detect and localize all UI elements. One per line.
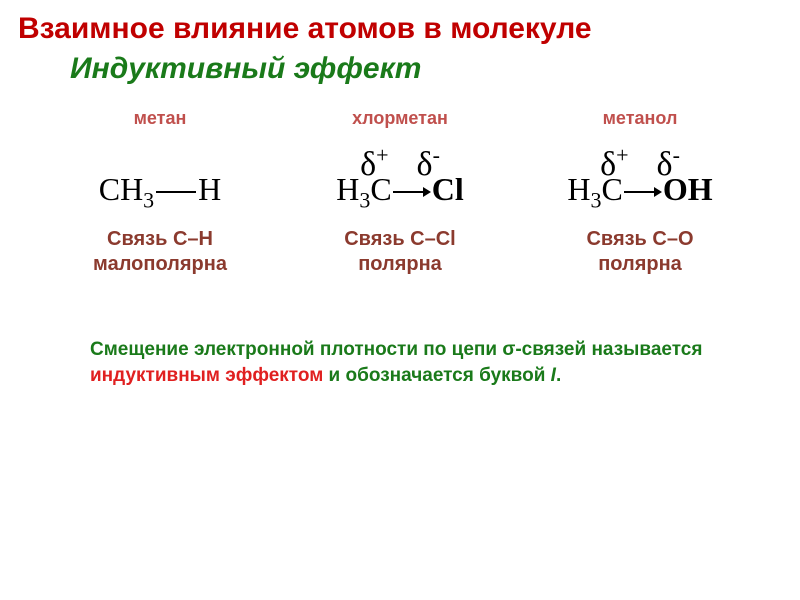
molecule-labels-row: метан хлорметан метанол xyxy=(0,86,800,129)
formula-methanol: δ+δ- H3COH xyxy=(540,139,740,219)
formula-chloromethane: δ+δ- H3CCl xyxy=(300,139,500,219)
formula-methane: CH3 H xyxy=(60,139,260,219)
def-part1: Смещение электронной плотности по цепи σ… xyxy=(90,339,702,360)
formula-text-chloromethane: H3C Cl xyxy=(300,171,500,213)
sub3: 3 xyxy=(143,187,154,212)
arrow-icon xyxy=(624,185,662,199)
bond-desc-ccl: Связь С–Clполярна xyxy=(300,227,500,277)
ch-text: CH xyxy=(99,171,143,207)
h-text: H xyxy=(198,171,221,207)
sub3: 3 xyxy=(590,187,601,212)
h-text: H xyxy=(336,171,359,207)
formula-text-methane: CH3 H xyxy=(60,171,260,213)
formula-text-methanol: H3C OH xyxy=(540,171,740,213)
definition-text: Смещение электронной плотности по цепи σ… xyxy=(0,277,800,388)
oh-text: OH xyxy=(663,171,713,207)
c-text: C xyxy=(601,171,622,207)
bond-line-icon xyxy=(156,191,196,193)
mol-label-methane: метан xyxy=(60,108,260,129)
arrow-icon xyxy=(393,185,431,199)
page-title: Взаимное влияние атомов в молекуле xyxy=(0,0,800,46)
def-highlight: индуктивным эффектом xyxy=(90,365,323,386)
mol-label-chloromethane: хлорметан xyxy=(300,108,500,129)
bond-desc-ch: Связь С–Нмалополярна xyxy=(60,227,260,277)
def-part3: . xyxy=(556,365,561,386)
def-part2: и обозначается буквой xyxy=(323,365,550,386)
bond-descriptions-row: Связь С–Нмалополярна Связь С–Clполярна С… xyxy=(0,219,800,277)
sub3: 3 xyxy=(359,187,370,212)
mol-label-methanol: метанол xyxy=(540,108,740,129)
page-subtitle: Индуктивный эффект xyxy=(0,46,800,86)
formulas-row: CH3H δ+δ- H3CCl δ+δ- H3COH xyxy=(0,129,800,219)
cl-text: Cl xyxy=(432,171,464,207)
h-text: H xyxy=(567,171,590,207)
bond-desc-co: Связь С–Ополярна xyxy=(540,227,740,277)
c-text: C xyxy=(370,171,391,207)
